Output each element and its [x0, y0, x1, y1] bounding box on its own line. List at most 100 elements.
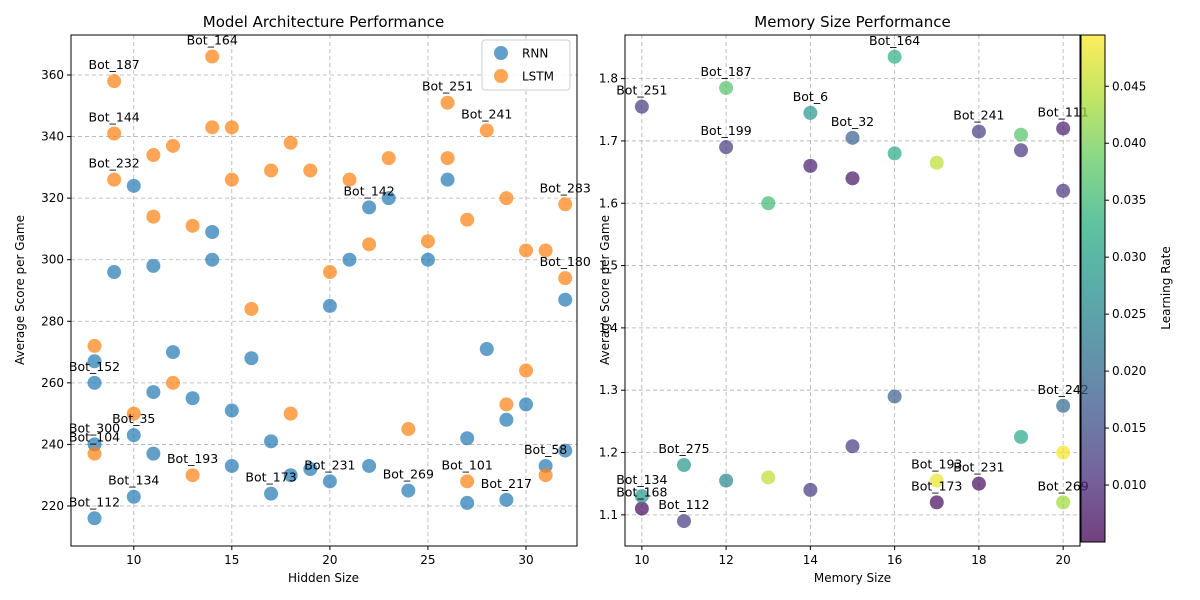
- data-point-rnn: [126, 428, 141, 443]
- data-point-rnn: [87, 375, 102, 390]
- data-point: [1014, 429, 1029, 444]
- chart-left: Model Architecture Performance Bot_112Bo…: [13, 13, 591, 585]
- right-chart-title: Memory Size Performance: [754, 13, 950, 31]
- data-point: [929, 155, 944, 170]
- colorbar-frame: [1080, 34, 1106, 543]
- data-point-lstm: [538, 468, 553, 483]
- point-label: Bot_269: [1038, 478, 1089, 493]
- x-tick-label: 30: [518, 553, 533, 567]
- data-point-rnn: [440, 172, 455, 187]
- point-label: Bot_35: [112, 411, 155, 426]
- data-point-rnn: [244, 351, 259, 366]
- data-point: [1056, 121, 1071, 136]
- point-label: Bot_6: [793, 89, 828, 104]
- data-point-rnn: [362, 200, 377, 215]
- data-point: [1056, 398, 1071, 413]
- data-point-rnn: [499, 412, 514, 427]
- left-points: [87, 49, 573, 526]
- colorbar-label: Learning Rate: [1159, 246, 1173, 329]
- data-point-lstm: [342, 172, 357, 187]
- data-point-rnn: [205, 252, 220, 267]
- data-point-lstm: [519, 363, 534, 378]
- point-label: Bot_231: [953, 460, 1004, 475]
- data-point-rnn: [185, 391, 200, 406]
- point-label: Bot_180: [540, 254, 591, 269]
- data-point-lstm: [224, 120, 239, 135]
- data-point: [971, 476, 986, 491]
- x-tick-label: 10: [634, 553, 649, 567]
- x-tick-label: 20: [322, 553, 337, 567]
- legend-label-rnn: RNN: [522, 47, 548, 61]
- data-point-rnn: [303, 462, 318, 477]
- data-point-lstm: [146, 148, 161, 163]
- point-label: Bot_58: [524, 442, 567, 457]
- point-label: Bot_242: [1038, 382, 1089, 397]
- point-label: Bot_144: [89, 110, 140, 125]
- point-label: Bot_32: [831, 114, 874, 129]
- colorbar-tick-label: 0.020: [1112, 364, 1146, 378]
- data-point: [887, 49, 902, 64]
- data-point-lstm: [224, 172, 239, 187]
- data-point-lstm: [519, 243, 534, 258]
- data-point: [761, 196, 776, 211]
- point-label: Bot_187: [700, 64, 751, 79]
- data-point-rnn: [264, 486, 279, 501]
- data-point-lstm: [107, 172, 122, 187]
- left-x-axis-label: Hidden Size: [288, 571, 359, 585]
- point-label: Bot_112: [658, 497, 709, 512]
- point-label: Bot_241: [461, 106, 512, 121]
- data-point: [1056, 445, 1071, 460]
- data-point-lstm: [479, 123, 494, 138]
- y-tick-label: 1.4: [599, 321, 618, 335]
- data-point-rnn: [558, 292, 573, 307]
- data-point-rnn: [499, 492, 514, 507]
- data-point: [676, 457, 691, 472]
- point-label: Bot_269: [383, 467, 434, 482]
- point-label: Bot_231: [304, 457, 355, 472]
- x-tick-label: 15: [224, 553, 239, 567]
- y-tick-label: 220: [41, 499, 64, 513]
- point-label: Bot_193: [167, 451, 218, 466]
- colorbar-gradient: [1081, 35, 1105, 542]
- left-chart-title: Model Architecture Performance: [203, 13, 444, 31]
- data-point: [1056, 183, 1071, 198]
- data-point-lstm: [420, 234, 435, 249]
- point-label: Bot_164: [187, 33, 238, 48]
- data-point-rnn: [479, 341, 494, 356]
- data-point-lstm: [440, 151, 455, 166]
- left-y-axis-label: Average Score per Game: [13, 215, 27, 365]
- data-point: [719, 140, 734, 155]
- data-point-rnn: [283, 468, 298, 483]
- legend: RNN LSTM: [481, 39, 571, 91]
- data-point-lstm: [185, 468, 200, 483]
- y-tick-label: 1.2: [599, 446, 618, 460]
- data-point-lstm: [146, 209, 161, 224]
- right-y-axis-label: Average Score per Game: [598, 215, 612, 365]
- right-axes-frame: [624, 34, 1081, 547]
- data-point-lstm: [87, 338, 102, 353]
- point-label: Bot_187: [89, 57, 140, 72]
- data-point-rnn: [264, 434, 279, 449]
- y-tick-label: 280: [41, 314, 64, 328]
- data-point-lstm: [460, 212, 475, 227]
- colorbar-tick-label: 0.035: [1112, 193, 1146, 207]
- point-label: Bot_134: [616, 472, 667, 487]
- data-point: [761, 470, 776, 485]
- data-point: [719, 473, 734, 488]
- data-point: [929, 473, 944, 488]
- data-point-lstm: [322, 265, 337, 280]
- left-axes-frame: [70, 34, 578, 547]
- data-point: [634, 489, 649, 504]
- data-point-rnn: [107, 265, 122, 280]
- point-label: Bot_142: [343, 183, 394, 198]
- y-tick-label: 1.6: [599, 196, 618, 210]
- point-label: Bot_112: [69, 494, 120, 509]
- data-point: [719, 80, 734, 95]
- y-tick-label: 1.8: [599, 72, 618, 86]
- data-point-lstm: [303, 163, 318, 178]
- data-point-lstm: [165, 138, 180, 153]
- data-point: [676, 514, 691, 529]
- data-point-rnn: [146, 385, 161, 400]
